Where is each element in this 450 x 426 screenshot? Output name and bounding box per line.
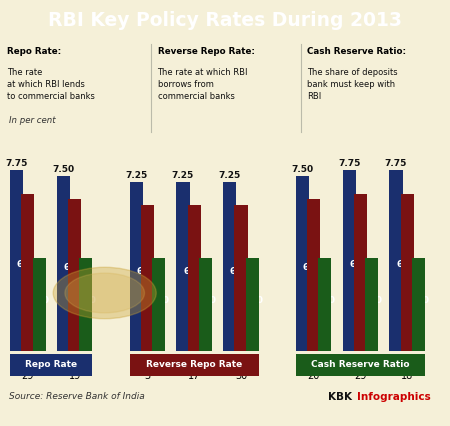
- Text: 7.25: 7.25: [125, 171, 147, 180]
- Text: 4.00: 4.00: [194, 296, 216, 305]
- FancyBboxPatch shape: [10, 354, 92, 376]
- FancyBboxPatch shape: [130, 354, 259, 376]
- Bar: [199, 258, 212, 351]
- Text: RBI Key Policy Rates During 2013: RBI Key Policy Rates During 2013: [48, 11, 402, 30]
- Text: 6.50: 6.50: [64, 263, 86, 272]
- Bar: [307, 199, 320, 351]
- Bar: [354, 193, 367, 351]
- Text: Cash Reserve Ratio: Cash Reserve Ratio: [311, 360, 410, 368]
- Text: The share of deposits
bank must keep with
RBI: The share of deposits bank must keep wit…: [307, 68, 398, 101]
- Bar: [296, 176, 309, 351]
- Text: 4.00: 4.00: [360, 296, 382, 305]
- Circle shape: [65, 273, 144, 313]
- Text: Repo Rate: Repo Rate: [25, 360, 77, 368]
- Text: 6.25: 6.25: [136, 267, 158, 276]
- Bar: [141, 205, 154, 351]
- Text: Cash Reserve Ratio:: Cash Reserve Ratio:: [307, 47, 406, 56]
- Text: Repo Rate:: Repo Rate:: [7, 47, 61, 56]
- Text: The rate
at which RBI lends
to commercial banks: The rate at which RBI lends to commercia…: [7, 68, 94, 101]
- Bar: [342, 170, 356, 351]
- Text: 7.50: 7.50: [53, 165, 75, 174]
- Text: 7.25: 7.25: [219, 171, 241, 180]
- Text: 4.00: 4.00: [75, 296, 97, 305]
- Text: Reverse Repo Rate: Reverse Repo Rate: [146, 360, 242, 368]
- Text: Reverse Repo Rate:: Reverse Repo Rate:: [158, 47, 255, 56]
- Bar: [365, 258, 378, 351]
- Bar: [176, 182, 189, 351]
- Text: 7.75: 7.75: [5, 159, 28, 168]
- Text: 6.75: 6.75: [349, 260, 372, 269]
- Text: 6.75: 6.75: [396, 260, 418, 269]
- Text: 7.75: 7.75: [385, 159, 407, 168]
- Text: Source: Reserve Bank of India: Source: Reserve Bank of India: [9, 392, 145, 401]
- Bar: [32, 258, 45, 351]
- Text: 4.00: 4.00: [148, 296, 170, 305]
- Bar: [130, 182, 143, 351]
- Bar: [246, 258, 259, 351]
- Text: 6.50: 6.50: [302, 263, 324, 272]
- Bar: [68, 199, 81, 351]
- Bar: [234, 205, 248, 351]
- FancyBboxPatch shape: [296, 354, 425, 376]
- Text: 6.75: 6.75: [17, 260, 39, 269]
- Text: 4.00: 4.00: [314, 296, 336, 305]
- Text: 6.25: 6.25: [183, 267, 205, 276]
- Bar: [10, 170, 23, 351]
- Bar: [57, 176, 70, 351]
- Bar: [152, 258, 165, 351]
- Text: KBK: KBK: [328, 391, 356, 402]
- Text: Infographics: Infographics: [357, 391, 431, 402]
- Bar: [188, 205, 201, 351]
- Bar: [318, 258, 331, 351]
- Circle shape: [53, 267, 156, 319]
- Text: 7.75: 7.75: [338, 159, 360, 168]
- Bar: [390, 170, 403, 351]
- Bar: [223, 182, 236, 351]
- Text: 4.00: 4.00: [241, 296, 263, 305]
- Text: 7.50: 7.50: [291, 165, 314, 174]
- Text: 6.25: 6.25: [230, 267, 252, 276]
- Bar: [400, 193, 414, 351]
- Bar: [79, 258, 92, 351]
- Text: The rate at which RBI
borrows from
commercial banks: The rate at which RBI borrows from comme…: [158, 68, 248, 101]
- Bar: [21, 193, 35, 351]
- Bar: [412, 258, 425, 351]
- Text: 7.25: 7.25: [172, 171, 194, 180]
- Text: 4.00: 4.00: [407, 296, 429, 305]
- Text: 4.00: 4.00: [28, 296, 50, 305]
- Text: In per cent: In per cent: [9, 116, 56, 125]
